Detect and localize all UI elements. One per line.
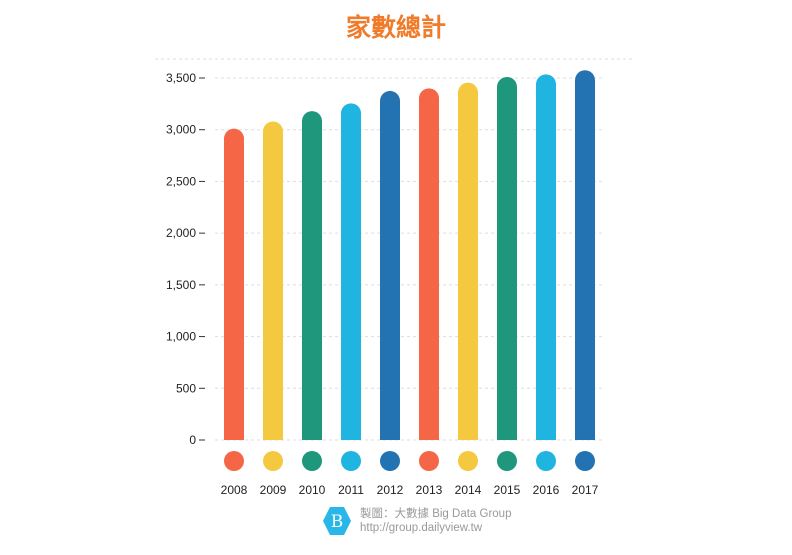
- bar-2010: [302, 111, 322, 441]
- x-tick-label: 2017: [572, 483, 599, 497]
- y-tick-label: 3,500: [166, 71, 196, 85]
- legend-dot-2017: [575, 451, 595, 471]
- bar-2016: [536, 74, 556, 440]
- credit-line-1: 製圖：大數據 Big Data Group: [360, 508, 512, 520]
- svg-text:B: B: [331, 512, 344, 532]
- credit-url: http://group.dailyview.tw: [360, 522, 483, 534]
- bar-2014: [458, 82, 478, 440]
- chart-title: 家數總計: [345, 13, 446, 42]
- bar-2012: [380, 90, 400, 440]
- bar-2013: [419, 88, 439, 440]
- x-tick-label: 2014: [455, 483, 482, 497]
- y-tick-label: 1,500: [166, 278, 196, 292]
- x-tick-label: 2010: [299, 483, 326, 497]
- big-data-logo-icon: B: [323, 507, 351, 535]
- bar-2008: [224, 128, 244, 440]
- x-tick-label: 2012: [377, 483, 404, 497]
- legend-dot-2013: [419, 451, 439, 471]
- x-tick-label: 2016: [533, 483, 560, 497]
- legend-dot-2010: [302, 451, 322, 471]
- y-tick-label: 2,500: [166, 174, 196, 188]
- legend-dot-2012: [380, 451, 400, 471]
- y-tick-label: 3,000: [166, 123, 196, 137]
- legend-dot-2011: [341, 451, 361, 471]
- y-tick-label: 0: [189, 433, 196, 447]
- x-tick-label: 2008: [221, 483, 248, 497]
- bar-2015: [497, 76, 517, 441]
- x-tick-label: 2015: [494, 483, 521, 497]
- credit: B 製圖：大數據 Big Data Group http://group.dai…: [322, 506, 511, 536]
- x-tick-label: 2009: [260, 483, 287, 497]
- legend-dot-2009: [263, 451, 283, 471]
- legend-dot-2014: [458, 451, 478, 471]
- y-tick-label: 2,000: [166, 226, 196, 240]
- legend-dot-2008: [224, 451, 244, 471]
- legend-dot-2016: [536, 451, 556, 471]
- legend-dot-2015: [497, 451, 517, 471]
- y-tick-label: 500: [176, 381, 196, 395]
- bar-2017: [575, 70, 595, 440]
- bar-2011: [341, 103, 362, 440]
- y-tick-label: 1,000: [166, 330, 196, 344]
- bar-2009: [263, 121, 283, 440]
- x-tick-label: 2011: [338, 483, 364, 497]
- x-tick-label: 2013: [416, 483, 443, 497]
